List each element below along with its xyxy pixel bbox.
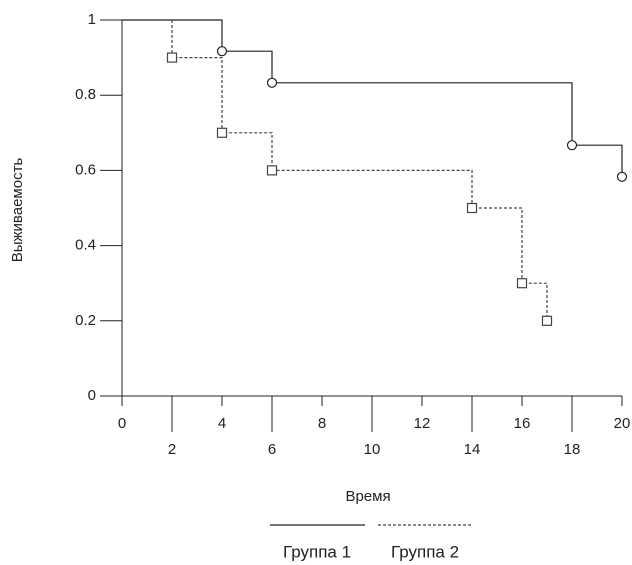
censor-marker	[216, 46, 228, 57]
censor-marker	[616, 171, 628, 182]
x-tick-label: 12	[414, 415, 431, 432]
x-tick-label: 16	[514, 415, 531, 432]
x-tick-label: 14	[464, 441, 481, 458]
x-tick-label: 2	[168, 441, 176, 458]
x-tick-label: 18	[564, 441, 581, 458]
y-axis-label: Выживаемость	[9, 158, 26, 263]
y-tick-label: 0.2	[75, 312, 96, 329]
x-tick-label: 20	[614, 415, 631, 432]
y-tick-label: 0.6	[75, 161, 96, 178]
y-tick-label: 0	[88, 387, 96, 404]
survival-line	[122, 19, 623, 177]
censor-marker	[266, 165, 278, 176]
censor-marker	[466, 202, 478, 214]
y-tick-label: 0.4	[75, 237, 96, 254]
x-tick-label: 8	[318, 415, 326, 432]
censor-marker	[541, 315, 553, 326]
legend-label: Группа 2	[391, 542, 459, 561]
legend-label: Группа 1	[283, 542, 351, 561]
x-axis-label: Время	[345, 488, 390, 505]
censor-marker	[216, 127, 228, 138]
survival-line	[122, 19, 548, 321]
censor-marker	[166, 52, 178, 63]
y-tick-label: 0.8	[75, 86, 96, 103]
x-tick-label: 10	[364, 441, 381, 458]
censor-marker	[566, 140, 578, 151]
x-tick-label: 0	[118, 415, 126, 432]
y-tick-label: 1	[88, 11, 96, 28]
x-tick-label: 4	[218, 415, 226, 432]
x-tick-label: 6	[268, 441, 276, 458]
censor-marker	[516, 278, 528, 289]
censor-marker	[266, 77, 278, 88]
